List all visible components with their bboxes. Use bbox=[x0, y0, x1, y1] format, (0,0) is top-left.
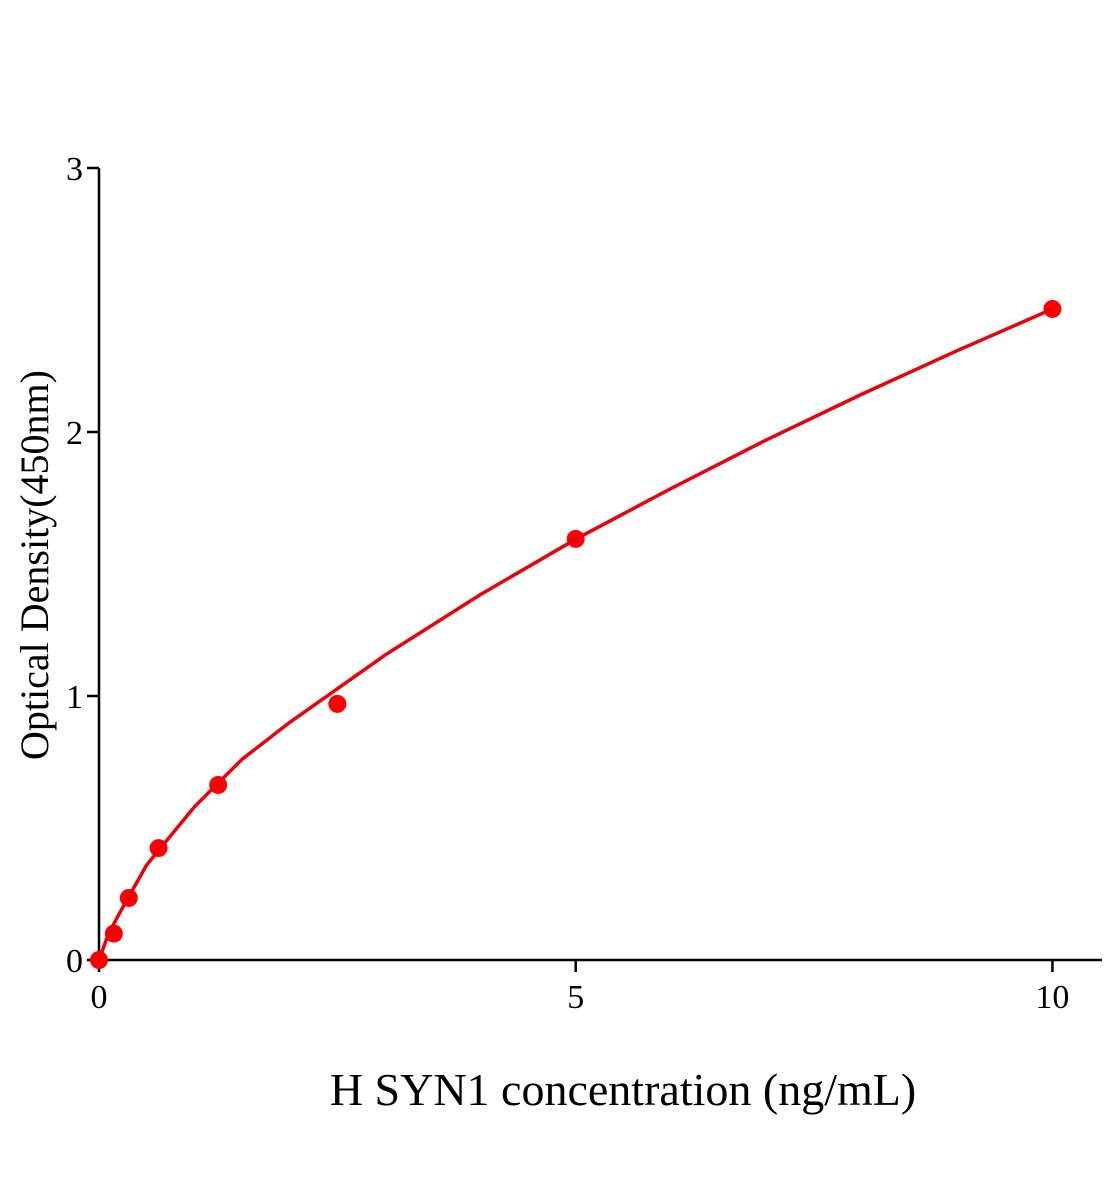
y-axis-label: Optical Density(450nm) bbox=[12, 370, 57, 760]
y-tick-label: 1 bbox=[66, 679, 83, 716]
x-axis-label: H SYN1 concentration (ng/mL) bbox=[330, 1064, 916, 1115]
x-tick-label: 5 bbox=[567, 979, 584, 1016]
x-tick-label: 0 bbox=[91, 979, 108, 1016]
x-tick-label: 10 bbox=[1035, 979, 1069, 1016]
y-tick-label: 3 bbox=[66, 151, 83, 188]
y-tick-label: 0 bbox=[66, 943, 83, 980]
fit-curve bbox=[97, 307, 1054, 961]
data-point bbox=[328, 694, 347, 713]
y-tick-label: 2 bbox=[66, 415, 83, 452]
